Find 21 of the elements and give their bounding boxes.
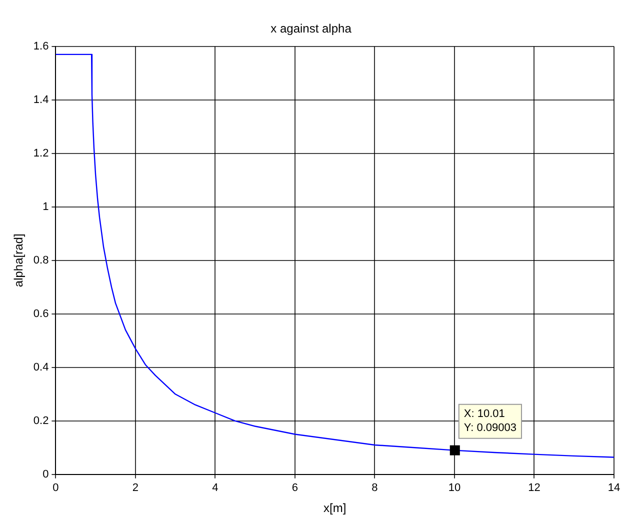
y-tick-label: 0.6 xyxy=(33,308,49,320)
y-tick-label: 0.4 xyxy=(33,361,49,374)
chart-title: x against alpha xyxy=(270,22,352,36)
y-tick-label: 0.2 xyxy=(33,414,49,427)
x-tick-label: 6 xyxy=(292,482,298,494)
y-tick-label: 0 xyxy=(42,468,49,480)
x-tick-label: 4 xyxy=(212,482,218,494)
x-tick-label: 0 xyxy=(52,482,59,494)
y-tick-label: 1.4 xyxy=(33,94,49,106)
y-tick-label: 0.8 xyxy=(33,254,49,266)
y-tick-label: 1.2 xyxy=(33,147,49,160)
y-tick-label: 1 xyxy=(42,200,49,213)
x-tick-label: 8 xyxy=(372,482,378,494)
x-tick-label: 2 xyxy=(132,482,139,494)
x-tick-label: 12 xyxy=(528,482,540,494)
y-axis-title: alpha[rad] xyxy=(12,234,26,288)
x-tick-label: 10 xyxy=(448,482,461,494)
x-axis-title: x[m] xyxy=(324,501,346,516)
x-tick-label: 14 xyxy=(608,482,620,494)
y-tick-label: 1.6 xyxy=(33,40,49,52)
annotation: X: 10.01 Y: 0.09003 xyxy=(464,408,516,434)
